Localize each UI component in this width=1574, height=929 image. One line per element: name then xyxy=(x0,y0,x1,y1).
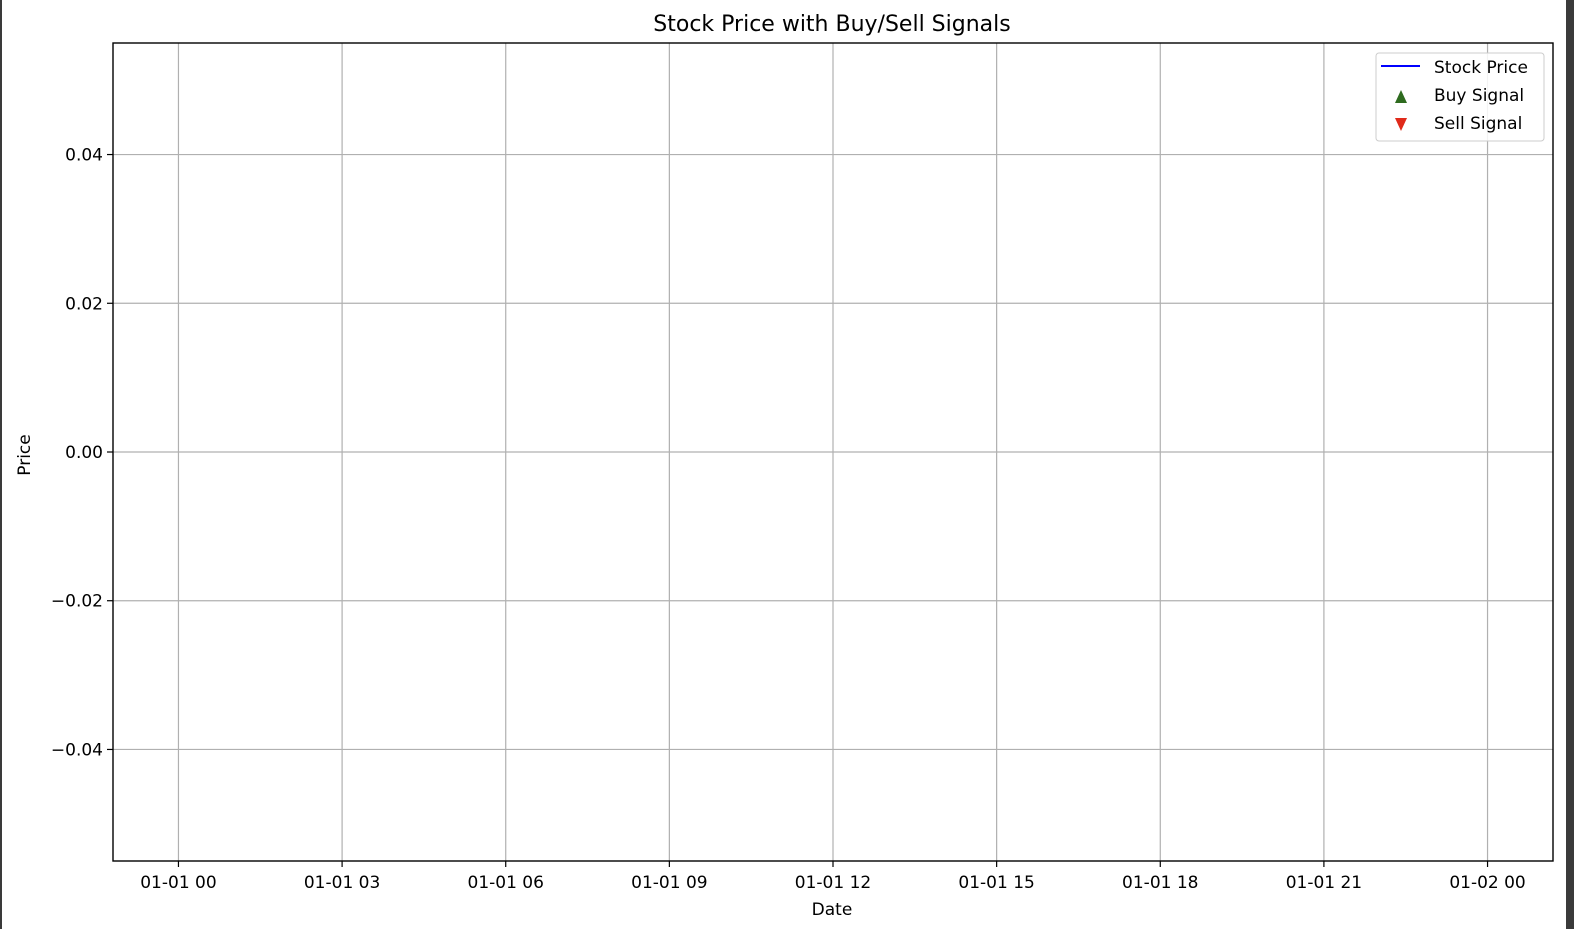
x-tick-label: 01-01 15 xyxy=(958,873,1034,893)
legend: Stock Price Buy Signal Sell Signal xyxy=(1375,52,1545,142)
window-right-edge xyxy=(1566,0,1574,929)
y-axis-ticks: −0.04 −0.02 0.00 0.02 0.04 xyxy=(51,146,113,760)
grid-lines xyxy=(113,43,1553,861)
y-tick-label: −0.04 xyxy=(51,740,103,760)
x-tick-label: 01-01 09 xyxy=(631,873,707,893)
triangle-up-icon xyxy=(1395,90,1407,103)
x-tick-label: 01-01 12 xyxy=(795,873,871,893)
legend-label-sell-signal: Sell Signal xyxy=(1434,114,1522,134)
y-tick-label: −0.02 xyxy=(51,592,103,612)
legend-box xyxy=(1375,52,1545,142)
x-tick-label: 01-01 00 xyxy=(140,873,216,893)
x-tick-label: 01-01 18 xyxy=(1122,873,1198,893)
chart-title: Stock Price with Buy/Sell Signals xyxy=(653,12,1010,37)
x-tick-label: 01-01 21 xyxy=(1286,873,1362,893)
legend-label-stock-price: Stock Price xyxy=(1434,58,1528,78)
x-tick-label: 01-02 00 xyxy=(1449,873,1525,893)
window-left-edge xyxy=(0,0,2,929)
y-tick-label: 0.02 xyxy=(65,294,103,314)
x-axis-ticks: 01-01 00 01-01 03 01-01 06 01-01 09 01-01 12… xyxy=(140,861,1526,893)
triangle-down-icon xyxy=(1395,118,1407,131)
y-tick-label: 0.00 xyxy=(65,443,103,463)
x-axis-label: Date xyxy=(812,900,853,920)
x-tick-label: 01-01 06 xyxy=(468,873,544,893)
x-tick-label: 01-01 03 xyxy=(304,873,380,893)
y-axis-label: Price xyxy=(15,434,35,475)
legend-label-buy-signal: Buy Signal xyxy=(1434,86,1524,106)
y-tick-label: 0.04 xyxy=(65,146,103,166)
